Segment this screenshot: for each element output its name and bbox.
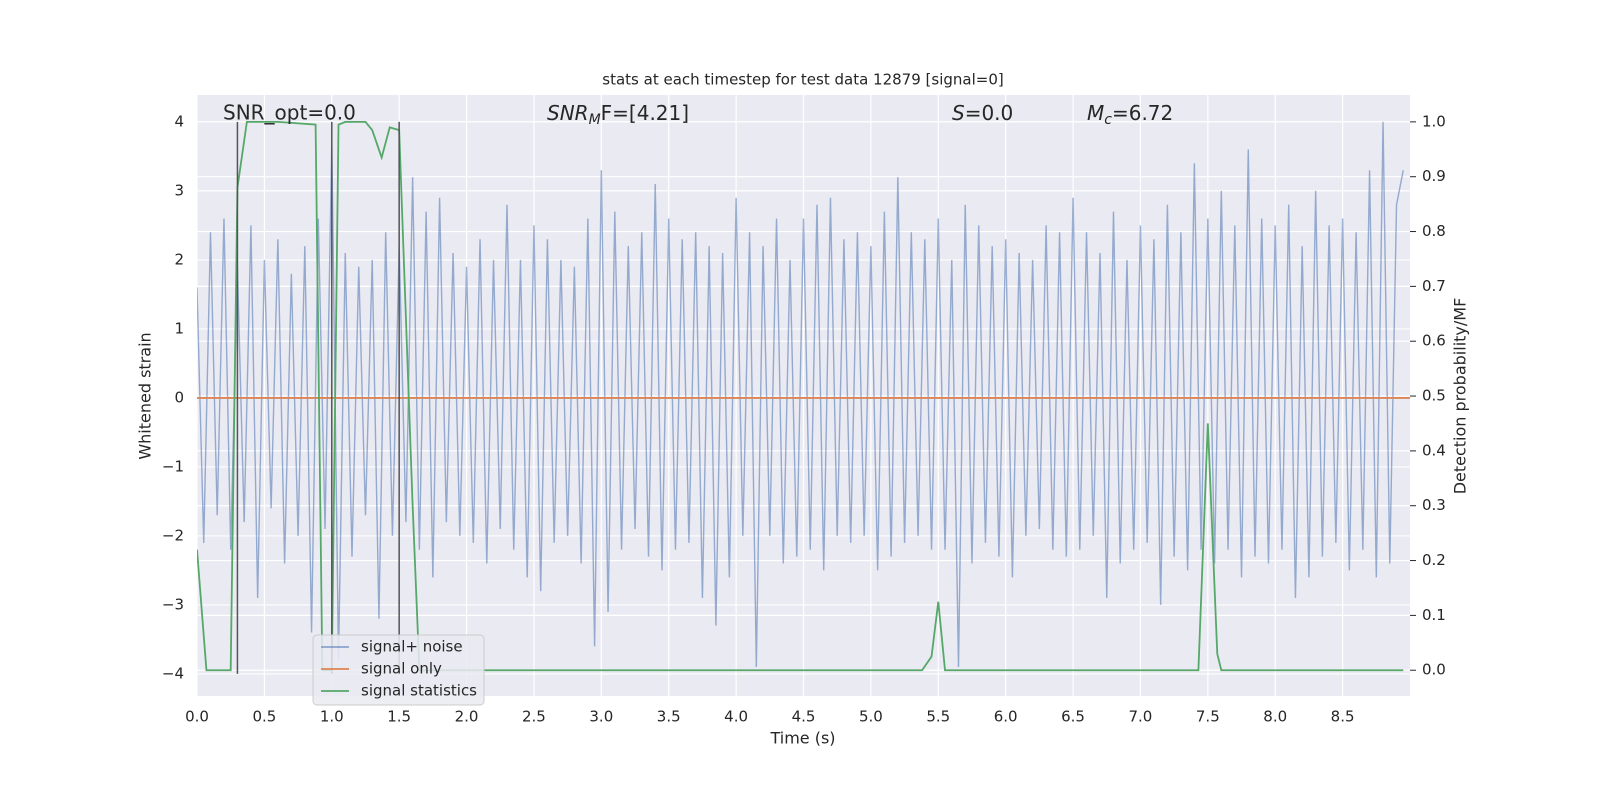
x-tick-label: 7.5: [1196, 708, 1220, 726]
x-tick-label: 1.0: [320, 708, 344, 726]
y-axis-label: Whitened strain: [136, 332, 155, 459]
y2-tick-label: 0.7: [1422, 277, 1446, 295]
y2-tick-label: 0.6: [1422, 332, 1446, 350]
x-axis-label: Time (s): [769, 729, 835, 748]
annotation-main: SNR: [547, 101, 589, 125]
annotation: SNRMF=[4.21]: [547, 101, 689, 129]
x-tick-label: 8.0: [1263, 708, 1287, 726]
annotation-rest: F=[4.21]: [601, 101, 689, 125]
y-tick-label: −3: [162, 595, 184, 613]
y-tick-label: 4: [174, 112, 184, 130]
legend-label: signal+ noise: [361, 638, 463, 656]
y-tick-label: 2: [174, 250, 184, 268]
chart-title: stats at each timestep for test data 128…: [602, 71, 1003, 89]
y2-tick-label: 0.3: [1422, 496, 1446, 514]
x-tick-label: 8.5: [1331, 708, 1355, 726]
x-tick-label: 4.0: [724, 708, 748, 726]
y2-tick-label: 0.2: [1422, 551, 1446, 569]
legend-box: [312, 634, 485, 706]
overlay: 0.0 0.5 1.0 1.5 2.0 2.5 3.0 3.5 4.0 4.5 5.0 5.5 6.0 6…: [162, 101, 1446, 726]
y-tick-label: −2: [162, 526, 184, 544]
y-tick-label: 0: [174, 388, 184, 406]
annotation-sub: M: [589, 112, 601, 128]
legend-label: signal only: [361, 660, 442, 678]
annotation: S=0.0: [952, 101, 1013, 125]
series-line: [197, 121, 1404, 668]
plot-area: [197, 120, 1410, 674]
x-tick-label: 3.5: [657, 708, 681, 726]
x-tick-label: 6.0: [994, 708, 1018, 726]
y2-tick-label: 0.0: [1422, 661, 1446, 679]
annotation-rest: =0.0: [965, 101, 1014, 125]
annotation-rest: =6.72: [1112, 101, 1173, 125]
y2-tick-label: 0.4: [1422, 441, 1446, 459]
annotation-sub: c: [1104, 112, 1112, 128]
x-tick-label: 3.0: [589, 708, 613, 726]
annotation: Mc=6.72: [1087, 101, 1173, 129]
legend-label: signal statistics: [361, 682, 477, 700]
x-tick-label: 2.5: [522, 708, 546, 726]
y-tick-label: −4: [162, 664, 184, 682]
y2-axis-label: Detection probability/MF: [1451, 298, 1470, 495]
annotation: SNR_opt=0.0: [223, 101, 356, 125]
x-tick-label: 5.5: [926, 708, 950, 726]
y2-tick-label: 0.1: [1422, 606, 1446, 624]
annotation-main: M: [1087, 101, 1104, 125]
y2-tick-label: 0.5: [1422, 387, 1446, 405]
x-tick-label: 2.0: [455, 708, 479, 726]
x-tick-label: 6.5: [1061, 708, 1085, 726]
y-tick-label: −1: [162, 457, 184, 475]
x-tick-label: 5.0: [859, 708, 883, 726]
y2-tick-label: 0.9: [1422, 167, 1446, 185]
x-tick-label: 0.0: [185, 708, 209, 726]
x-tick-label: 1.5: [387, 708, 411, 726]
x-tick-label: 4.5: [792, 708, 816, 726]
x-tick-label: 7.0: [1129, 708, 1153, 726]
y2-tick-label: 1.0: [1422, 112, 1446, 130]
y-tick-label: 1: [174, 319, 184, 337]
series-line: [197, 120, 1404, 672]
y2-tick-label: 0.8: [1422, 222, 1446, 240]
x-tick-label: 0.5: [252, 708, 276, 726]
y-tick-label: 3: [174, 181, 184, 199]
annotation-main: S: [952, 101, 965, 125]
